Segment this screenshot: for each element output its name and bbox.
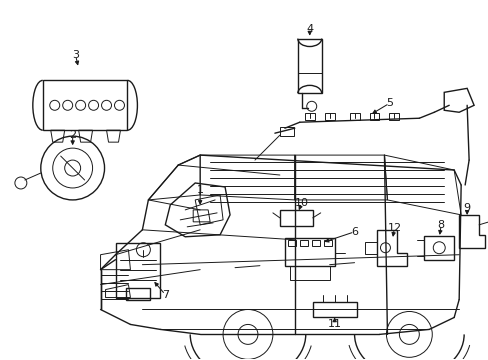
Bar — [323, 240, 331, 246]
Text: 1: 1 — [196, 185, 203, 195]
Bar — [116, 243, 160, 298]
Bar — [287, 240, 295, 246]
Text: 6: 6 — [350, 227, 357, 237]
Bar — [349, 113, 359, 120]
Text: 3: 3 — [72, 50, 79, 60]
Bar — [324, 113, 334, 120]
Text: 4: 4 — [305, 24, 313, 33]
Text: 2: 2 — [69, 130, 76, 140]
Bar — [304, 113, 314, 120]
Text: 7: 7 — [162, 289, 168, 300]
Text: 8: 8 — [437, 220, 444, 230]
Bar — [311, 240, 319, 246]
Text: 5: 5 — [385, 98, 392, 108]
Bar — [369, 113, 379, 120]
Text: 12: 12 — [386, 223, 401, 233]
Text: 11: 11 — [327, 319, 341, 329]
Bar — [388, 113, 399, 120]
Bar — [279, 127, 293, 136]
Bar — [299, 240, 307, 246]
Text: 10: 10 — [294, 198, 308, 208]
Text: 9: 9 — [463, 203, 470, 213]
